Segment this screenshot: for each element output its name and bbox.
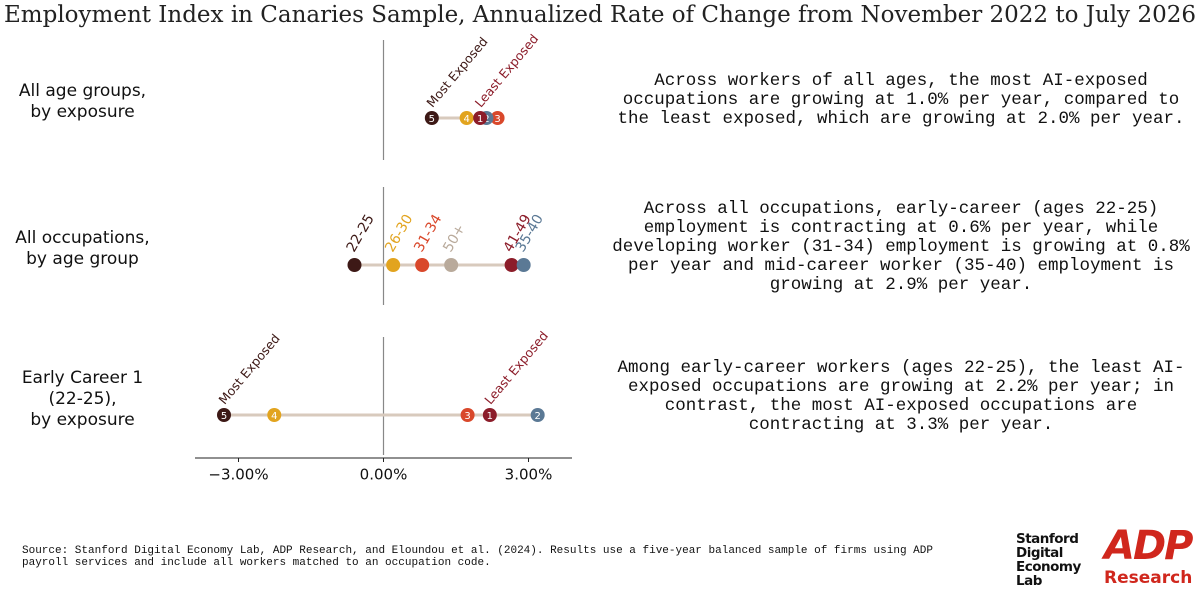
panel-description: Across workers of all ages, the most AI-… (617, 70, 1185, 129)
dot (424, 111, 439, 125)
dot (460, 408, 475, 422)
dot (482, 408, 497, 422)
adp-research: Research (1104, 568, 1193, 588)
panel-label-line: by exposure (30, 409, 135, 430)
chart-title: Employment Index in Canaries Sample, Ann… (4, 2, 1196, 28)
stanford-logo-line: Economy (1016, 559, 1081, 575)
dot-label: 22-25 (344, 212, 378, 255)
dot (347, 258, 362, 272)
panel-label-line: All age groups, (18, 81, 147, 101)
dot (504, 258, 519, 272)
exposure-label: Least Exposed (481, 328, 551, 407)
panel-label-line: by age group (26, 249, 139, 269)
dot (267, 408, 282, 422)
x-tick-label: 3.00% (505, 466, 553, 484)
dot-label: 50+ (440, 221, 469, 255)
x-tick-label: 0.00% (360, 466, 408, 484)
dot-label: 31-34 (411, 212, 445, 255)
panel-label: Early Career 1 (22-25), by exposure (0, 368, 165, 431)
dot-label: 3 (464, 411, 470, 422)
dot-label: 4 (463, 114, 469, 125)
dot-label: 2 (534, 411, 540, 422)
dot (490, 111, 505, 125)
stanford-logo-line: Lab (1016, 573, 1042, 589)
dot (473, 111, 488, 125)
panel-label: All age groups, by exposure (0, 81, 165, 123)
panel-label-line: Early Career 1 (21, 367, 144, 388)
panel-label-line: All occupations, (15, 228, 150, 248)
dot-label: 1 (477, 114, 483, 125)
panel-description: Across all occupations, early-career (ag… (612, 198, 1190, 295)
stanford-logo-line: Digital (1016, 545, 1063, 561)
source-note: Source: Stanford Digital Economy Lab, AD… (22, 545, 933, 569)
dot (459, 111, 474, 125)
stanford-logo: Stanford Digital Economy Lab (1016, 532, 1081, 588)
dot-label: 26-30 (382, 212, 416, 255)
dot (444, 258, 459, 272)
x-tick-label: −3.00% (208, 466, 268, 484)
dot (217, 408, 231, 422)
dot (516, 258, 531, 272)
exposure-label: Most Exposed (215, 331, 282, 407)
panel-label-line: by exposure (30, 102, 135, 122)
stanford-logo-line: Stanford (1016, 531, 1079, 547)
dot-label: 3 (494, 114, 500, 125)
panel-label-line: (22-25), (48, 388, 117, 409)
dot-label: 4 (271, 411, 277, 422)
dot (386, 258, 401, 272)
dot-label: 1 (487, 411, 493, 422)
panel-label: All occupations, by age group (0, 228, 165, 270)
panel-description: Among early-career workers (ages 22-25),… (617, 358, 1185, 435)
dot (530, 408, 545, 422)
dot-label: 5 (429, 114, 435, 125)
dot (415, 258, 430, 272)
adp-logo: ADP (1104, 523, 1193, 569)
dot-label: 5 (221, 411, 227, 422)
